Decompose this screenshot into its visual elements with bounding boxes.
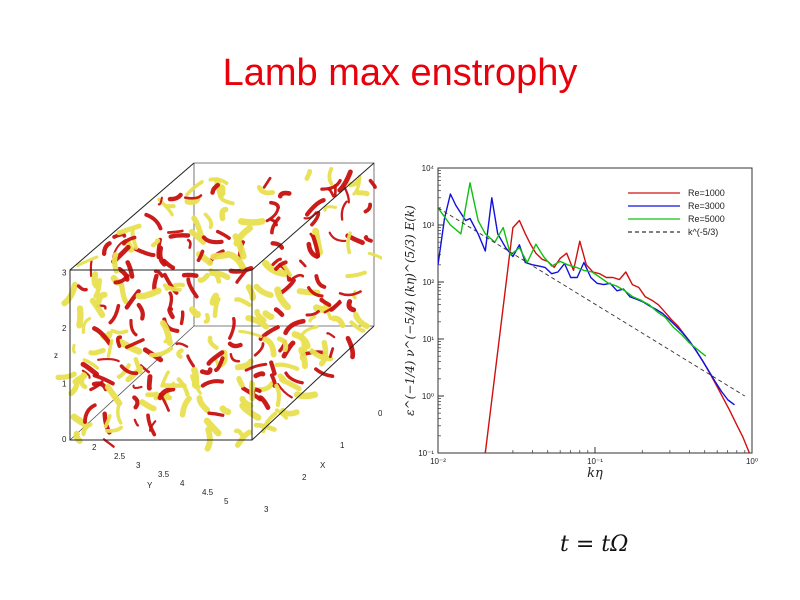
cube-z-tick: 2: [62, 324, 67, 333]
cube-x-tick: 0: [378, 409, 382, 418]
series-line-2: [438, 193, 735, 406]
x-tick-label: 10⁻¹: [587, 457, 603, 466]
x-axis-label: kη: [587, 466, 603, 481]
cube-y-tick: 4: [180, 479, 185, 488]
cube-y-tick: 3.5: [158, 470, 170, 479]
legend-label: Re=5000: [688, 214, 725, 224]
cube-x-tick: 1: [340, 441, 345, 450]
x-tick-label: 10⁰: [746, 457, 758, 466]
energy-spectrum-chart: 10⁻² 10⁻¹ 10⁰10⁻¹10⁰10¹10²10³10⁴kηε^(−1/4)…: [403, 164, 758, 481]
cube-y-tick: 5: [224, 497, 229, 506]
legend: Re=1000 Re=3000 Re=5000 k^(-5/3): [628, 188, 725, 237]
cube-x-tick: 3: [264, 505, 269, 514]
cube-z-label: z: [54, 351, 58, 360]
y-tick-label: 10⁰: [422, 392, 434, 401]
y-tick-label: 10²: [422, 278, 434, 287]
cube-x-tick: 2: [302, 473, 307, 482]
legend-label: k^(-5/3): [688, 227, 718, 237]
cube-z-tick: 3: [62, 268, 67, 277]
cube-x-label: X: [320, 461, 326, 470]
cube-y-label: Y: [147, 481, 153, 490]
y-tick-label: 10⁴: [422, 164, 435, 173]
cube-z-tick: 1: [62, 379, 67, 388]
y-tick-label: 10⁻¹: [418, 449, 434, 458]
y-tick-label: 10³: [422, 221, 434, 230]
cube-y-tick: 4.5: [202, 488, 214, 497]
y-tick-label: 10¹: [422, 335, 434, 344]
legend-label: Re=3000: [688, 201, 725, 211]
cube-y-tick: 2.5: [114, 452, 126, 461]
time-caption: t = tΩ: [560, 532, 629, 557]
series-line-3: [438, 182, 707, 357]
cube-y-tick: 3: [136, 461, 141, 470]
cube-front-edges: [69, 162, 375, 441]
slide-title: Lamb max enstrophy: [222, 52, 578, 94]
cube-z-tick: 0: [62, 435, 67, 444]
plot-area: [438, 182, 751, 453]
series-line-1: [484, 219, 751, 453]
legend-label: Re=1000: [688, 188, 725, 198]
vortex-cube-figure: 0 1 2 3 z 2 2.5 3 3.5 4 4.5 5 Y 0 1 2 3 X: [54, 162, 382, 514]
series-line-4: [438, 207, 746, 397]
cube-y-tick: 2: [92, 443, 97, 452]
x-tick-label: 10⁻²: [430, 457, 446, 466]
y-axis-label: ε^(−1/4) ν^(−5/4) (kη)^(5/3) E(k): [403, 205, 417, 416]
